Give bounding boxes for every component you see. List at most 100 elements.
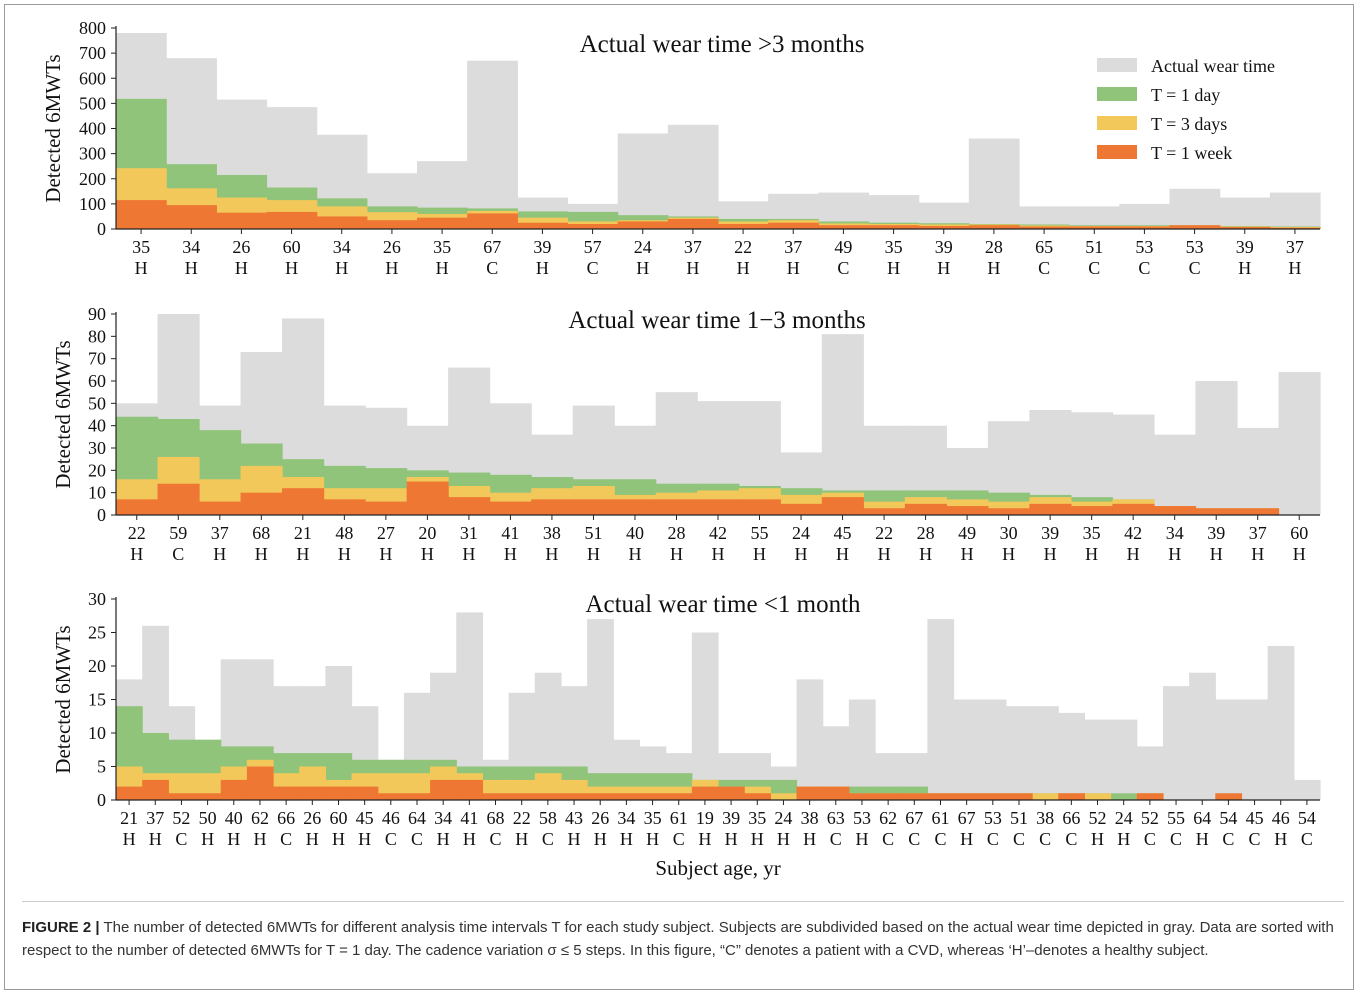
bar-p3-s0-41 xyxy=(1189,672,1216,800)
x-tick-group: H xyxy=(1210,544,1223,564)
bar-p3-s3-8 xyxy=(325,786,353,800)
bar-p2-s3-14 xyxy=(697,499,740,515)
bar-p3-s0-36 xyxy=(1058,712,1086,800)
x-tick-age: 53 xyxy=(984,808,1002,828)
bar-p2-s3-24 xyxy=(1112,503,1155,515)
x-tick-age: 64 xyxy=(408,808,426,828)
x-tick-age: 37 xyxy=(784,237,802,257)
bar-p1-s3-10 xyxy=(617,221,669,229)
bar-p3-s0-35 xyxy=(1032,706,1059,800)
bar-p3-s3-15 xyxy=(508,793,536,800)
y-tick-label: 0 xyxy=(97,790,106,810)
y-tick-label: 50 xyxy=(88,393,106,413)
x-tick-age: 46 xyxy=(1272,808,1290,828)
x-tick-age: 60 xyxy=(1290,523,1308,543)
x-tick-group: H xyxy=(777,829,790,849)
x-tick-age: 45 xyxy=(1246,808,1264,828)
caption-text: The number of detected 6MWTs for differe… xyxy=(22,919,1334,959)
x-tick-age: 59 xyxy=(169,523,187,543)
x-tick-age: 60 xyxy=(329,808,347,828)
x-tick-age: 66 xyxy=(277,808,295,828)
bar-p3-s0-26 xyxy=(796,679,824,800)
bar-p1-s3-19 xyxy=(1069,226,1120,229)
bar-p1-s3-2 xyxy=(216,212,268,229)
bar-p2-s3-1 xyxy=(157,483,200,515)
x-tick-group: H xyxy=(255,544,268,564)
bar-p3-s3-26 xyxy=(796,786,824,800)
bar-p3-s3-5 xyxy=(246,766,274,800)
x-tick-age: 39 xyxy=(1207,523,1225,543)
bar-p2-s0-24 xyxy=(1112,414,1155,515)
x-tick-age: 48 xyxy=(335,523,353,543)
x-tick-age: 22 xyxy=(128,523,146,543)
bar-p3-s3-16 xyxy=(534,793,562,800)
x-tick-group: H xyxy=(545,544,558,564)
chart-title-1: Actual wear time >3 months xyxy=(580,31,865,58)
bar-p2-s3-10 xyxy=(531,499,574,515)
x-tick-group: H xyxy=(379,544,392,564)
x-tick-age: 38 xyxy=(801,808,819,828)
y-tick-label: 400 xyxy=(79,119,106,139)
x-tick-age: 49 xyxy=(834,237,852,257)
bar-p3-s2-37 xyxy=(1084,793,1112,800)
x-tick-group: H xyxy=(1127,544,1140,564)
figure-caption: FIGURE 2 | The number of detected 6MWTs … xyxy=(22,916,1344,962)
bar-p3-s3-33 xyxy=(979,793,1007,800)
y-axis-title: Detected 6MWTs xyxy=(41,54,65,202)
bar-p3-s3-19 xyxy=(613,793,641,800)
x-tick-group: H xyxy=(712,544,725,564)
x-tick-age: 22 xyxy=(513,808,531,828)
x-tick-age: 55 xyxy=(1167,808,1185,828)
x-tick-group: H xyxy=(725,829,738,849)
x-tick-age: 34 xyxy=(182,237,200,257)
x-tick-group: H xyxy=(620,829,633,849)
x-tick-group: C xyxy=(175,829,187,849)
bar-p2-s3-11 xyxy=(572,499,615,515)
y-tick-label: 300 xyxy=(79,144,106,164)
x-tick-age: 21 xyxy=(120,808,138,828)
x-tick-group: H xyxy=(698,829,711,849)
legend-label-2: T = 3 days xyxy=(1151,114,1227,134)
bar-p2-s3-8 xyxy=(448,497,491,515)
bar-p3-s0-43 xyxy=(1241,699,1269,800)
x-tick-group: C xyxy=(1138,258,1150,278)
bar-p3-s3-28 xyxy=(848,793,876,800)
y-tick-label: 70 xyxy=(88,349,106,369)
x-tick-group: H xyxy=(628,544,641,564)
bar-p1-s0-22 xyxy=(1219,197,1271,229)
x-tick-group: H xyxy=(1288,258,1301,278)
bar-p3-s3-36 xyxy=(1058,793,1086,800)
x-tick-age: 66 xyxy=(1062,808,1080,828)
legend-swatch-0 xyxy=(1097,58,1137,72)
bar-p1-s3-9 xyxy=(567,223,619,229)
bar-p3-s3-12 xyxy=(430,779,457,800)
x-tick-group: H xyxy=(1085,544,1098,564)
x-tick-age: 54 xyxy=(1219,808,1237,828)
bar-p1-s3-16 xyxy=(918,225,970,229)
x-tick-group: C xyxy=(280,829,292,849)
x-tick-age: 42 xyxy=(709,523,727,543)
bar-p2-s3-26 xyxy=(1195,508,1238,515)
x-tick-age: 53 xyxy=(1135,237,1153,257)
x-tick-age: 35 xyxy=(1083,523,1101,543)
bar-p2-s3-7 xyxy=(406,481,449,515)
x-tick-age: 27 xyxy=(377,523,395,543)
x-tick-group: H xyxy=(887,258,900,278)
x-tick-group: H xyxy=(358,829,371,849)
x-tick-group: H xyxy=(1251,544,1264,564)
x-tick-group: H xyxy=(594,829,607,849)
y-tick-label: 0 xyxy=(97,219,106,239)
bar-p1-s3-1 xyxy=(166,205,217,229)
bar-p2-s0-17 xyxy=(821,334,864,515)
x-tick-age: 39 xyxy=(533,237,551,257)
x-tick-group: H xyxy=(213,544,226,564)
bar-p3-s3-17 xyxy=(560,793,588,800)
bar-p2-s3-16 xyxy=(780,503,823,515)
x-tick-group: C xyxy=(908,829,920,849)
bar-p3-s0-45 xyxy=(1293,779,1321,800)
x-tick-age: 35 xyxy=(748,808,766,828)
bar-p1-s3-5 xyxy=(366,220,418,229)
x-tick-group: H xyxy=(568,829,581,849)
x-tick-age: 45 xyxy=(834,523,852,543)
x-tick-group: H xyxy=(1044,544,1057,564)
